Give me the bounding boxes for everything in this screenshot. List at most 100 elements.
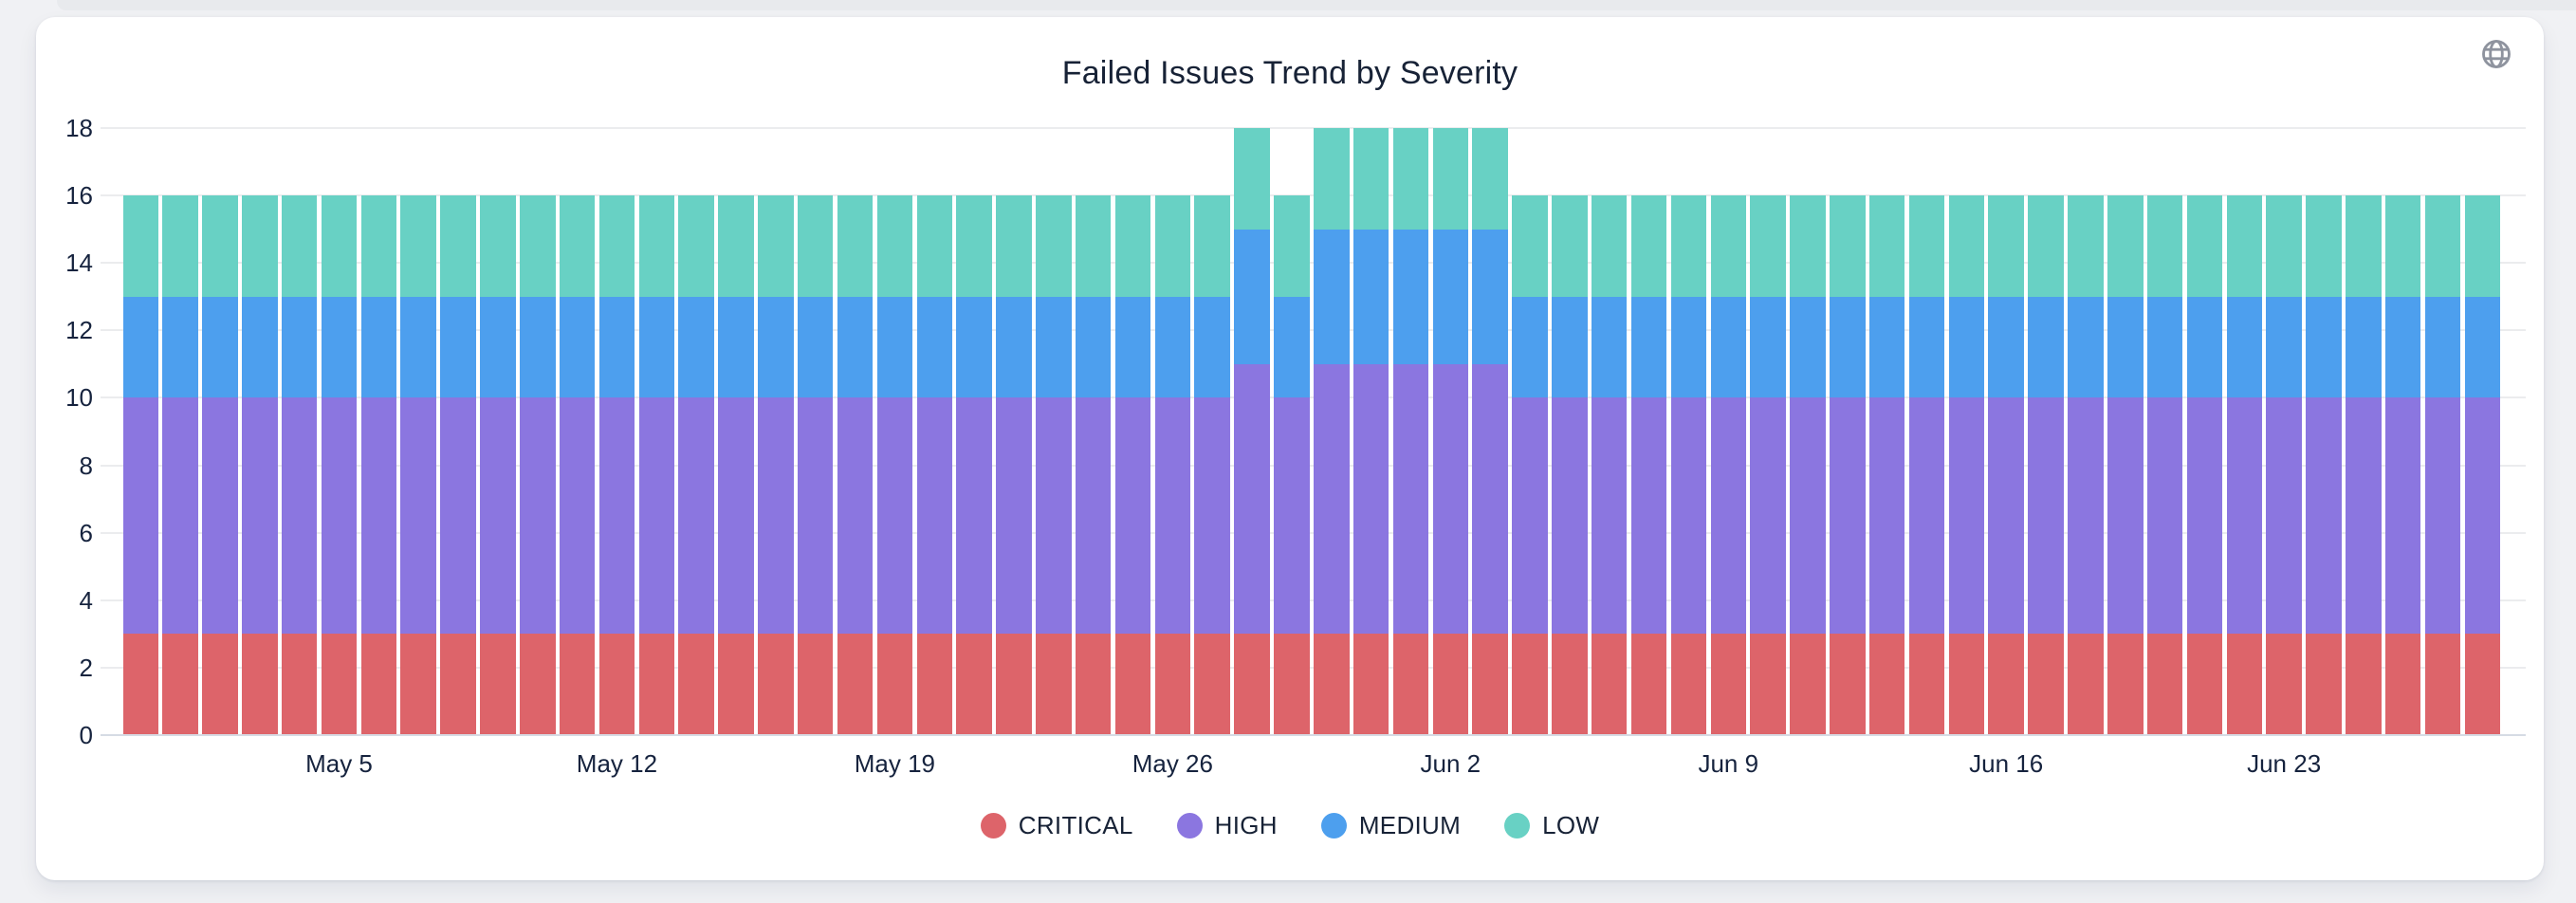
bar-segment-low[interactable] xyxy=(837,195,874,297)
bar-may-1[interactable] xyxy=(162,195,198,735)
bar-jun-2[interactable] xyxy=(1432,128,1469,735)
bar-segment-critical[interactable] xyxy=(2226,634,2263,735)
bar-may-5[interactable] xyxy=(321,195,358,735)
bar-segment-low[interactable] xyxy=(1154,195,1191,297)
bar-jun-10[interactable] xyxy=(1750,195,1786,735)
bar-segment-critical[interactable] xyxy=(2384,634,2421,735)
bar-segment-high[interactable] xyxy=(1432,363,1469,635)
bar-segment-low[interactable] xyxy=(1432,128,1469,230)
bar-segment-medium[interactable] xyxy=(440,296,476,398)
bar-segment-medium[interactable] xyxy=(1314,229,1350,364)
bar-segment-critical[interactable] xyxy=(1630,634,1667,735)
bar-segment-critical[interactable] xyxy=(1790,634,1826,735)
bar-segment-low[interactable] xyxy=(2424,195,2461,297)
bar-segment-high[interactable] xyxy=(440,397,476,635)
bar-jun-17[interactable] xyxy=(2028,195,2064,735)
bar-segment-high[interactable] xyxy=(480,397,516,635)
bar-jun-28[interactable] xyxy=(2464,195,2501,735)
bar-segment-low[interactable] xyxy=(638,195,675,297)
bar-segment-critical[interactable] xyxy=(837,634,874,735)
bar-segment-high[interactable] xyxy=(1630,397,1667,635)
bar-may-4[interactable] xyxy=(281,195,318,735)
bar-may-21[interactable] xyxy=(956,195,992,735)
bar-segment-medium[interactable] xyxy=(2306,296,2342,398)
bar-segment-medium[interactable] xyxy=(758,296,794,398)
bar-segment-critical[interactable] xyxy=(1154,634,1191,735)
legend-item-low[interactable]: LOW xyxy=(1504,811,1599,840)
bar-segment-critical[interactable] xyxy=(1114,634,1151,735)
bar-jun-18[interactable] xyxy=(2068,195,2104,735)
bar-jun-16[interactable] xyxy=(1988,195,2024,735)
bar-may-9[interactable] xyxy=(480,195,516,735)
bar-segment-low[interactable] xyxy=(1630,195,1667,297)
bar-segment-critical[interactable] xyxy=(1670,634,1707,735)
bar-may-26[interactable] xyxy=(1154,195,1191,735)
bar-segment-low[interactable] xyxy=(1908,195,1945,297)
bar-segment-medium[interactable] xyxy=(598,296,635,398)
bar-segment-low[interactable] xyxy=(1830,195,1866,297)
bar-segment-high[interactable] xyxy=(1512,397,1548,635)
bar-segment-low[interactable] xyxy=(718,195,754,297)
bar-segment-low[interactable] xyxy=(2346,195,2382,297)
bar-segment-medium[interactable] xyxy=(202,296,238,398)
bar-segment-high[interactable] xyxy=(1552,397,1588,635)
bar-segment-medium[interactable] xyxy=(1988,296,2024,398)
bar-segment-critical[interactable] xyxy=(400,634,436,735)
bar-segment-high[interactable] xyxy=(281,397,318,635)
legend-item-critical[interactable]: CRITICAL xyxy=(980,811,1133,840)
bar-segment-medium[interactable] xyxy=(2068,296,2104,398)
bar-segment-high[interactable] xyxy=(360,397,397,635)
bar-segment-critical[interactable] xyxy=(638,634,675,735)
bar-segment-high[interactable] xyxy=(1591,397,1628,635)
bar-segment-critical[interactable] xyxy=(1552,634,1588,735)
bar-may-6[interactable] xyxy=(360,195,397,735)
bar-jun-4[interactable] xyxy=(1512,195,1548,735)
bar-segment-low[interactable] xyxy=(202,195,238,297)
bar-segment-high[interactable] xyxy=(1234,363,1270,635)
bar-segment-medium[interactable] xyxy=(1868,296,1905,398)
bar-segment-low[interactable] xyxy=(1988,195,2024,297)
bar-segment-medium[interactable] xyxy=(1352,229,1389,364)
bar-segment-high[interactable] xyxy=(718,397,754,635)
bar-segment-low[interactable] xyxy=(2146,195,2183,297)
bar-segment-medium[interactable] xyxy=(122,296,158,398)
bar-segment-medium[interactable] xyxy=(1908,296,1945,398)
bar-segment-critical[interactable] xyxy=(1432,634,1469,735)
bar-segment-high[interactable] xyxy=(2186,397,2223,635)
bar-segment-medium[interactable] xyxy=(956,296,992,398)
bar-segment-low[interactable] xyxy=(1512,195,1548,297)
bar-segment-medium[interactable] xyxy=(559,296,596,398)
bar-segment-low[interactable] xyxy=(1234,128,1270,230)
bar-may-29[interactable] xyxy=(1274,195,1310,735)
bar-segment-medium[interactable] xyxy=(718,296,754,398)
bar-segment-low[interactable] xyxy=(2186,195,2223,297)
bar-segment-critical[interactable] xyxy=(202,634,238,735)
bar-segment-critical[interactable] xyxy=(2186,634,2223,735)
bar-jun-1[interactable] xyxy=(1392,128,1429,735)
bar-segment-high[interactable] xyxy=(2306,397,2342,635)
bar-may-22[interactable] xyxy=(996,195,1032,735)
bar-segment-medium[interactable] xyxy=(1830,296,1866,398)
bar-segment-high[interactable] xyxy=(638,397,675,635)
bar-segment-low[interactable] xyxy=(1591,195,1628,297)
bar-jun-27[interactable] xyxy=(2424,195,2461,735)
bar-jun-26[interactable] xyxy=(2384,195,2421,735)
bar-segment-critical[interactable] xyxy=(916,634,952,735)
bar-segment-high[interactable] xyxy=(321,397,358,635)
bar-segment-medium[interactable] xyxy=(1114,296,1151,398)
bar-segment-low[interactable] xyxy=(876,195,913,297)
bar-segment-critical[interactable] xyxy=(956,634,992,735)
bar-may-30[interactable] xyxy=(1314,128,1350,735)
bar-may-16[interactable] xyxy=(758,195,794,735)
bar-jun-12[interactable] xyxy=(1830,195,1866,735)
bar-segment-low[interactable] xyxy=(2306,195,2342,297)
bar-segment-critical[interactable] xyxy=(1352,634,1389,735)
bar-segment-low[interactable] xyxy=(122,195,158,297)
bar-segment-high[interactable] xyxy=(242,397,278,635)
bar-segment-low[interactable] xyxy=(916,195,952,297)
bar-segment-high[interactable] xyxy=(2346,397,2382,635)
bar-segment-high[interactable] xyxy=(2424,397,2461,635)
bar-segment-critical[interactable] xyxy=(2068,634,2104,735)
bar-segment-high[interactable] xyxy=(559,397,596,635)
bar-jun-20[interactable] xyxy=(2146,195,2183,735)
